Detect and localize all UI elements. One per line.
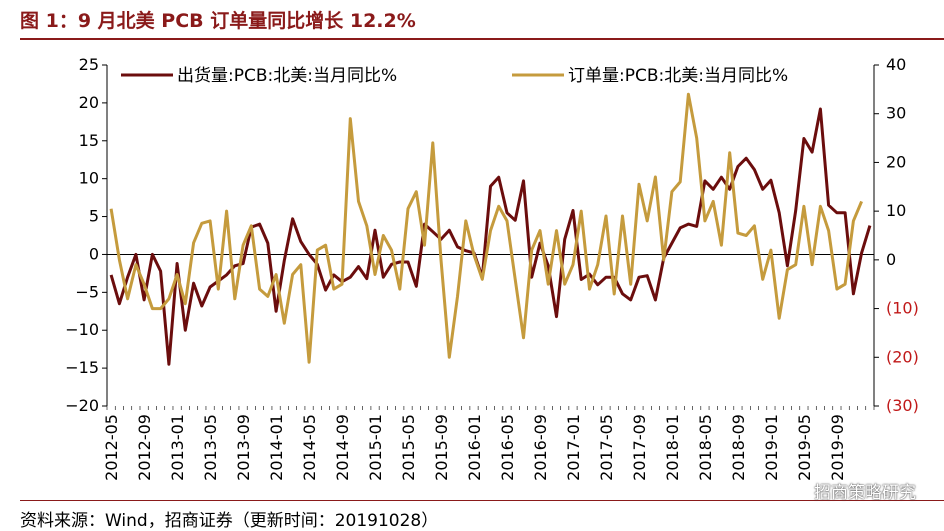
left-tick-label: 10 (79, 169, 99, 188)
wechat-watermark: 招商策略研究 (814, 483, 916, 503)
x-tick-label: 2019-05 (795, 414, 814, 481)
legend-label-1: 出货量:PCB:北美:当月同比% (177, 66, 397, 86)
left-tick-label: 5 (89, 207, 99, 226)
x-tick-label: 2017-05 (597, 414, 616, 481)
right-tick-label: (30) (886, 396, 919, 415)
x-tick-label: 2015-01 (366, 414, 385, 481)
x-tick-label: 2016-09 (531, 414, 550, 481)
x-tick-label: 2019-01 (762, 414, 781, 481)
left-tick-label: −15 (65, 358, 99, 377)
left-tick-label: −10 (65, 320, 99, 339)
x-tick-label: 2014-05 (300, 414, 319, 481)
x-tick-label: 2018-05 (696, 414, 715, 481)
x-tick-label: 2013-05 (201, 414, 220, 481)
x-tick-label: 2016-01 (465, 414, 484, 481)
x-tick-label: 2014-09 (333, 414, 352, 481)
legend: 出货量:PCB:北美:当月同比% 订单量:PCB:北美:当月同比% (121, 66, 788, 86)
x-tick-label: 2017-01 (564, 414, 583, 481)
x-tick-label: 2014-01 (267, 414, 286, 481)
left-tick-label: −5 (75, 282, 99, 301)
x-tick-label: 2016-05 (498, 414, 517, 481)
x-tick-label: 2018-01 (663, 414, 682, 481)
x-tick-label: 2012-09 (135, 414, 154, 481)
left-tick-label: 20 (79, 93, 99, 112)
series-line-2 (109, 92, 863, 364)
title-rule (20, 38, 944, 40)
right-tick-label: (10) (886, 299, 919, 318)
series-lines (109, 92, 872, 366)
figure-title: 图 1：9 月北美 PCB 订单量同比增长 12.2% (20, 10, 416, 32)
x-tick-label: 2013-01 (168, 414, 187, 481)
x-tick-label: 2012-05 (102, 414, 121, 481)
right-tick-label: 40 (886, 55, 906, 74)
x-tick-label: 2013-09 (234, 414, 253, 481)
source-rule (20, 500, 944, 501)
x-tick-label: 2018-09 (729, 414, 748, 481)
legend-label-2: 订单量:PCB:北美:当月同比% (568, 66, 788, 86)
left-tick-label: 15 (79, 131, 99, 150)
x-tick-label: 2017-09 (630, 414, 649, 481)
x-tick-label: 2019-09 (828, 414, 847, 481)
axes: 25 20 15 10 5 0 −5 −10 −15 −20 40 30 20 10 0 (10) (20) (3… (65, 55, 919, 481)
right-tick-label: 20 (886, 152, 906, 171)
line-chart: 25 20 15 10 5 0 −5 −10 −15 −20 40 30 20 10 0 (10) (20) (3… (65, 55, 919, 481)
right-tick-label: (20) (886, 347, 919, 366)
source-note: 资料来源：Wind，招商证券（更新时间：20191028） (20, 511, 439, 531)
x-tick-label: 2015-09 (432, 414, 451, 481)
right-tick-label: 30 (886, 104, 906, 123)
right-tick-label: 10 (886, 201, 906, 220)
right-tick-label: 0 (886, 250, 896, 269)
x-tick-label: 2015-05 (399, 414, 418, 481)
left-tick-label: 25 (79, 55, 99, 74)
left-tick-label: 0 (89, 244, 99, 263)
series-line-1 (109, 107, 872, 366)
left-tick-label: −20 (65, 396, 99, 415)
